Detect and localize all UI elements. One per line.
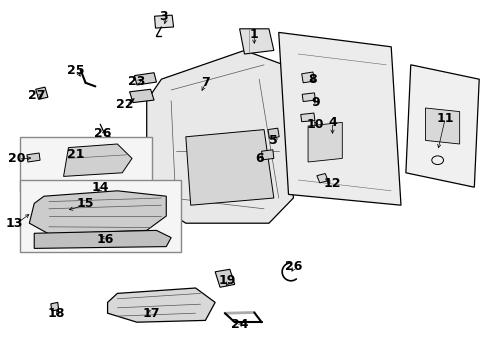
Polygon shape (51, 302, 59, 311)
Text: 9: 9 (310, 96, 319, 109)
Text: 14: 14 (91, 181, 109, 194)
Polygon shape (307, 122, 342, 162)
Polygon shape (146, 50, 293, 223)
Text: 27: 27 (28, 89, 45, 102)
Text: 18: 18 (47, 307, 65, 320)
Text: 3: 3 (159, 10, 168, 23)
Polygon shape (239, 29, 273, 54)
Text: 19: 19 (218, 274, 236, 287)
Polygon shape (107, 288, 215, 322)
Text: 5: 5 (269, 134, 278, 147)
Text: 6: 6 (254, 152, 263, 165)
Polygon shape (154, 15, 173, 28)
Text: 22: 22 (116, 98, 133, 111)
Text: 17: 17 (142, 307, 160, 320)
Polygon shape (405, 65, 478, 187)
Text: 25: 25 (67, 64, 84, 77)
Text: 12: 12 (323, 177, 341, 190)
Polygon shape (316, 174, 327, 183)
Polygon shape (63, 144, 132, 176)
Text: 13: 13 (6, 217, 23, 230)
Polygon shape (261, 150, 273, 160)
Text: 8: 8 (308, 73, 317, 86)
Text: 7: 7 (201, 76, 209, 89)
Polygon shape (34, 230, 171, 248)
FancyBboxPatch shape (20, 180, 181, 252)
Text: 16: 16 (96, 233, 114, 246)
Polygon shape (36, 87, 48, 99)
Text: 10: 10 (306, 118, 324, 131)
Polygon shape (425, 108, 459, 144)
Text: 26: 26 (284, 260, 302, 273)
Polygon shape (185, 130, 273, 205)
Text: 11: 11 (435, 112, 453, 125)
Polygon shape (267, 128, 279, 138)
Polygon shape (215, 269, 234, 287)
FancyBboxPatch shape (20, 137, 151, 191)
Polygon shape (134, 73, 156, 85)
Text: 1: 1 (249, 28, 258, 41)
Text: 23: 23 (128, 75, 145, 87)
Text: 4: 4 (327, 116, 336, 129)
Polygon shape (278, 32, 400, 205)
Polygon shape (301, 72, 314, 83)
Text: 20: 20 (8, 152, 26, 165)
Text: 15: 15 (77, 197, 94, 210)
Polygon shape (27, 153, 40, 162)
Polygon shape (300, 113, 314, 122)
Polygon shape (129, 89, 154, 103)
Text: 24: 24 (230, 318, 248, 330)
Polygon shape (302, 93, 315, 102)
Text: 21: 21 (67, 148, 84, 161)
Polygon shape (29, 191, 166, 234)
Text: 26: 26 (94, 127, 111, 140)
